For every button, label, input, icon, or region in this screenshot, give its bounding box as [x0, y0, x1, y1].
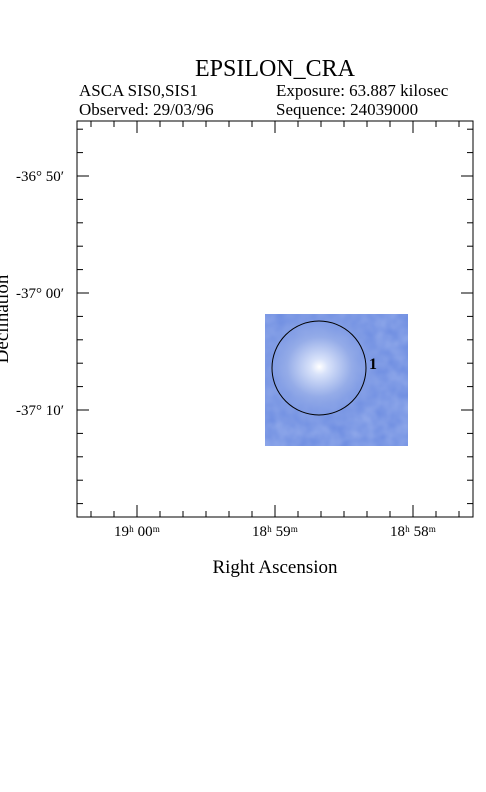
title: EPSILON_CRA	[195, 56, 356, 82]
instrument: ASCA SIS0,SIS1	[79, 81, 198, 100]
sky-image	[265, 314, 408, 446]
x-axis-label: Right Ascension	[212, 557, 338, 578]
y-axis-label: Declination	[0, 274, 13, 363]
y-tick-label: -37° 00′	[16, 286, 64, 302]
source-circle	[271, 320, 367, 416]
x-tick-label: 18ʰ 58ᵐ	[390, 524, 437, 540]
exposure: Exposure: 63.887 kilosec	[276, 81, 449, 100]
sequence: Sequence: 24039000	[276, 100, 418, 119]
y-tick-label: -37° 10′	[16, 403, 64, 419]
y-tick-label: -36° 50′	[16, 169, 64, 185]
ticks	[77, 121, 473, 517]
x-tick-label: 19ʰ 00ᵐ	[114, 524, 161, 540]
x-tick-label: 18ʰ 59ᵐ	[252, 524, 299, 540]
observed: Observed: 29/03/96	[79, 100, 214, 119]
source-label: 1	[369, 356, 377, 373]
